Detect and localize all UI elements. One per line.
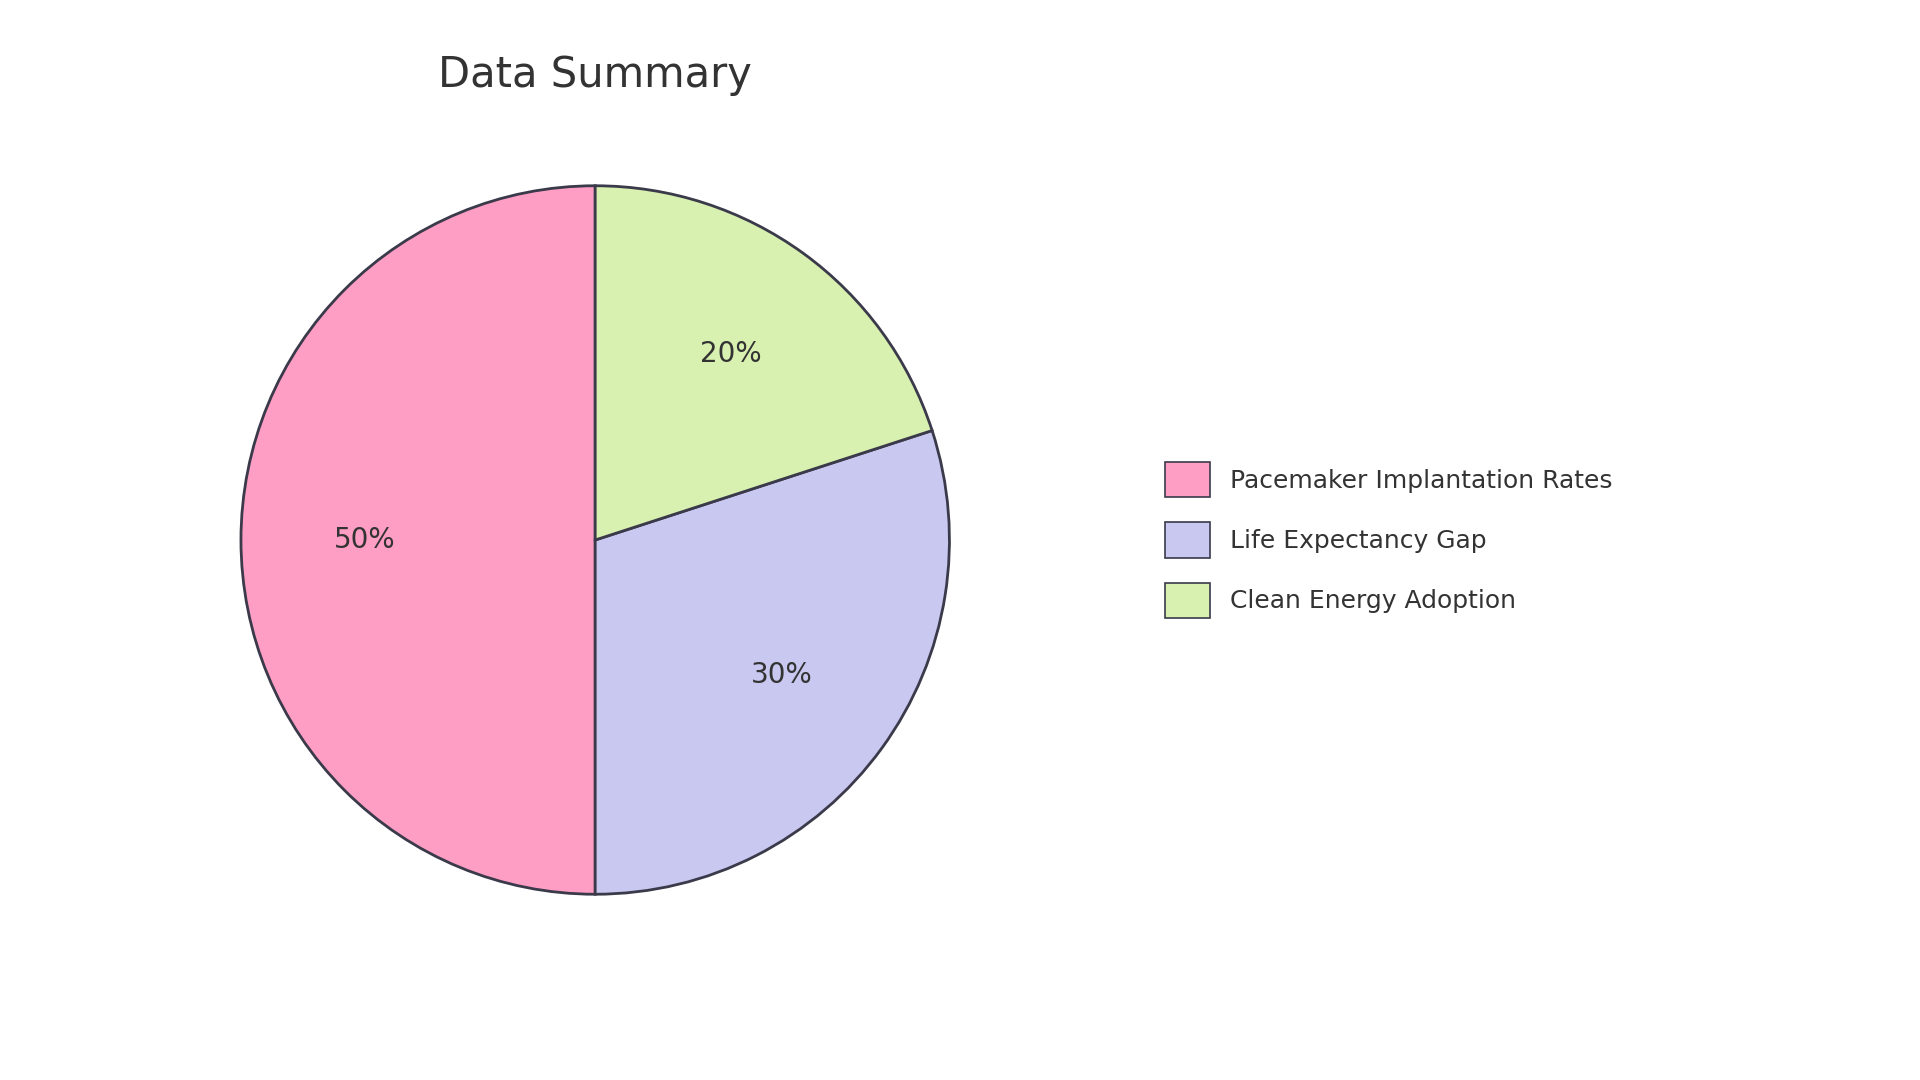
Text: 30%: 30% — [751, 661, 812, 689]
Wedge shape — [595, 186, 931, 540]
Text: Data Summary: Data Summary — [438, 54, 753, 96]
Wedge shape — [595, 431, 948, 894]
Text: 20%: 20% — [699, 340, 762, 367]
Legend: Pacemaker Implantation Rates, Life Expectancy Gap, Clean Energy Adoption: Pacemaker Implantation Rates, Life Expec… — [1165, 462, 1613, 618]
Wedge shape — [242, 186, 595, 894]
Text: 50%: 50% — [334, 526, 396, 554]
